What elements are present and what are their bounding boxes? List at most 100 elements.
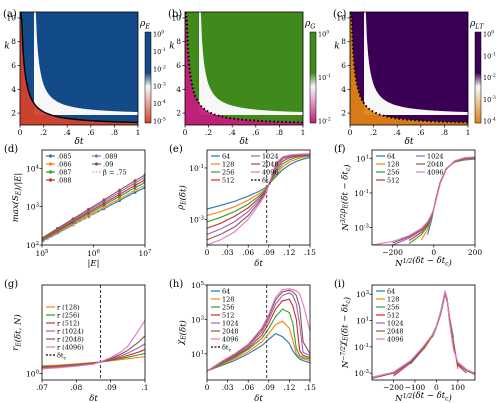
y-axis-label: N3/2ρE(δt − δtc) bbox=[338, 164, 353, 231]
heatmap-low-region bbox=[185, 12, 303, 125]
heatmap-row: 0.2.4.6.8 1246810δtk(a)10010-110-210-310-… bbox=[3, 2, 496, 147]
heatmap-frame bbox=[19, 11, 139, 126]
x-tick-label: .15 bbox=[304, 383, 316, 392]
series-line-.086 bbox=[42, 184, 145, 242]
legend-label: r (1024) bbox=[57, 327, 84, 335]
x-tick-label: .4 bbox=[394, 128, 401, 137]
legend-label: 64 bbox=[387, 152, 395, 160]
colorbar-tick-label: 10-4 bbox=[483, 117, 496, 126]
x-tick-label: −100 bbox=[405, 383, 426, 392]
legend-label: 512 bbox=[222, 176, 234, 184]
y-tick-label: 101 bbox=[356, 317, 369, 326]
x-tick-label: .15 bbox=[304, 248, 316, 257]
x-tick-label: 0 bbox=[431, 248, 436, 257]
y-tick-label: 102 bbox=[26, 241, 39, 250]
series-line-.087 bbox=[42, 182, 145, 241]
colorbar-tick-label: 100 bbox=[318, 30, 329, 39]
x-tick-label: .2 bbox=[40, 128, 47, 137]
series-line-4096 bbox=[372, 156, 475, 245]
y-tick-label: 2 bbox=[176, 109, 181, 118]
colorbar-tick-label: 10-2 bbox=[153, 64, 166, 73]
x-tick-label: 0 bbox=[205, 383, 210, 392]
data-point bbox=[133, 181, 137, 185]
y-tick-label: 10 bbox=[171, 13, 181, 22]
legend-label: 256 bbox=[222, 168, 234, 176]
colorbar-tick-label: 10-5 bbox=[153, 117, 166, 126]
series-line-2048 bbox=[207, 289, 310, 372]
x-tick-label: .8 bbox=[441, 128, 448, 137]
x-axis-label: δt bbox=[239, 137, 248, 147]
x-tick-label: .09 bbox=[263, 248, 275, 257]
x-tick-label: .6 bbox=[417, 128, 424, 137]
plot-frame bbox=[206, 149, 311, 246]
data-point bbox=[87, 207, 91, 211]
plot-area-f bbox=[372, 156, 475, 245]
colorbar bbox=[309, 31, 317, 124]
y-tick-label: 6 bbox=[341, 61, 346, 70]
x-tick-label: .09 bbox=[263, 383, 275, 392]
plot-area-i bbox=[372, 289, 475, 379]
panel-label: (f) bbox=[334, 144, 346, 155]
y-tick-label: 4 bbox=[11, 85, 16, 94]
y-tick-label: 2 bbox=[341, 109, 346, 118]
y-tick-label: 103 bbox=[356, 290, 370, 299]
x-axis-label: δt bbox=[254, 259, 263, 269]
x-axis-label: |E| bbox=[88, 259, 100, 269]
series-line-4096 bbox=[207, 288, 310, 372]
legend-marker bbox=[48, 162, 53, 166]
x-tick-label: .4 bbox=[229, 128, 236, 137]
colorbar-tick-label: 10-3 bbox=[483, 95, 496, 104]
legend-label: 512 bbox=[222, 311, 234, 319]
x-tick-label: 0 bbox=[348, 128, 353, 137]
data-point bbox=[133, 179, 137, 183]
y-axis-label: k bbox=[169, 42, 174, 52]
colorbar-tick-label: 10-1 bbox=[318, 73, 331, 82]
panel-label: (h) bbox=[169, 279, 183, 290]
heatmap-panel-b: 0 .2 .4 .6 .8 1 2 4 6 8 10 δt k (b) 100 10-1 10-2 ρG bbox=[168, 2, 331, 147]
x-tick-label: 0 bbox=[205, 248, 210, 257]
y-axis-label: ρE(δt) bbox=[176, 185, 189, 211]
y-axis-label: max(SE)/|E| bbox=[10, 173, 24, 223]
x-tick-label: 0 bbox=[18, 128, 23, 137]
y-tick-label: 2 bbox=[11, 109, 16, 118]
x-tick-label: 1 bbox=[136, 128, 141, 137]
legend-marker bbox=[48, 178, 53, 182]
chart-panel-e: 0 .03 .06 .09 .12 .15 10-1 10-3 δt ρE(δt) (e) 64128… bbox=[169, 144, 316, 269]
legend-label: 64 bbox=[222, 152, 230, 160]
legend-label: δtc bbox=[57, 351, 67, 361]
legend-label: 2048 bbox=[387, 327, 404, 335]
colorbar-tick-label: 100 bbox=[153, 30, 164, 39]
x-tick-label: .4 bbox=[64, 128, 71, 137]
x-axis-label: N1/2(δt − δtc) bbox=[394, 255, 452, 269]
series-line-.09 bbox=[42, 174, 145, 239]
heatmap-white-band bbox=[364, 2, 482, 115]
legend-label: δtc bbox=[222, 343, 232, 353]
chart-panel-i: −200 −100 0 100 103 101 10-1 10-3 N1/2(δt − δtc)… bbox=[334, 279, 476, 403]
y-tick-label: 101 bbox=[356, 154, 369, 163]
legend-label: r (512) bbox=[57, 319, 80, 327]
legend-label: β = .75 bbox=[103, 168, 127, 176]
series-line-1024 bbox=[207, 292, 310, 372]
legend-label: 128 bbox=[387, 295, 399, 303]
colorbar-title: ρE bbox=[139, 19, 150, 31]
legend-label: r (256) bbox=[57, 311, 80, 319]
x-tick-label: .8 bbox=[276, 128, 283, 137]
legend-label: 256 bbox=[387, 168, 399, 176]
x-tick-label: .12 bbox=[283, 383, 295, 392]
chart-panel-d: 105 106 107 102 103 104 |E| max(SE)/|E| (d) .085.… bbox=[4, 144, 152, 269]
x-tick-label: 100 bbox=[451, 383, 466, 392]
x-tick-label: 200 bbox=[468, 248, 483, 257]
data-point bbox=[133, 186, 137, 190]
series-line-64 bbox=[207, 332, 310, 372]
x-tick-label: .06 bbox=[242, 383, 254, 392]
y-axis-label: N−7/2χE(δt − δtc) bbox=[338, 297, 353, 369]
y-tick-label: 8 bbox=[11, 37, 16, 46]
legend-label: 64 bbox=[222, 287, 230, 295]
legend-label: 1024 bbox=[387, 319, 404, 327]
series-line-r (4096) bbox=[42, 320, 145, 370]
data-point bbox=[56, 226, 60, 230]
y-tick-label: 4 bbox=[176, 85, 181, 94]
legend-label: 2048 bbox=[222, 327, 239, 335]
x-axis-label: δt bbox=[89, 394, 98, 403]
